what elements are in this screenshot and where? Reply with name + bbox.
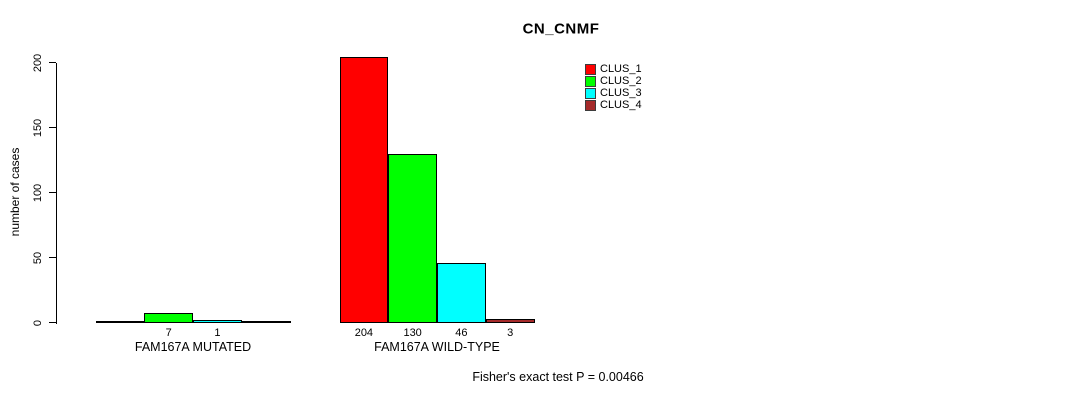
bar-CLUS_3-group2	[437, 262, 486, 323]
legend-row-CLUS_2: CLUS_2	[585, 75, 642, 87]
bar-CLUS_4-group2	[485, 318, 535, 323]
category-label: FAM167A MUTATED	[134, 340, 252, 354]
legend-label: CLUS_4	[600, 99, 642, 111]
bar-CLUS_2-group1	[144, 313, 193, 323]
legend-label: CLUS_3	[600, 87, 642, 99]
chart-title: CN_CNMF	[522, 20, 600, 38]
bar-value-label: 204	[354, 327, 374, 339]
bar-value-label: 130	[403, 327, 422, 339]
legend-row-CLUS_3: CLUS_3	[585, 87, 642, 99]
bar-CLUS_4-group1	[241, 320, 291, 323]
legend-label: CLUS_1	[600, 63, 642, 75]
y-axis-line	[55, 62, 57, 324]
y-axis-title: number of cases	[8, 147, 22, 237]
legend: CLUS_1 CLUS_2 CLUS_3 CLUS_4	[585, 63, 642, 111]
bar-CLUS_1-group2	[339, 57, 389, 323]
category-label: FAM167A WILD-TYPE	[374, 340, 500, 354]
y-tick-mark	[49, 256, 56, 259]
bar-CLUS_3-group1	[193, 319, 242, 323]
bar-CLUS_2-group2	[388, 153, 437, 323]
legend-label: CLUS_2	[600, 75, 642, 87]
y-tick-label: 0	[32, 319, 44, 326]
legend-swatch-icon	[585, 99, 596, 111]
y-tick-label: 150	[32, 118, 44, 137]
bar-value-label: 3	[507, 327, 514, 339]
legend-swatch-icon	[585, 63, 596, 75]
legend-swatch-icon	[585, 87, 596, 99]
legend-row-CLUS_4: CLUS_4	[585, 99, 642, 111]
fisher-test-annotation: Fisher's exact test P = 0.00466	[472, 370, 644, 384]
y-tick-mark	[49, 321, 56, 324]
bar-value-label: 46	[455, 327, 468, 339]
y-tick-mark	[49, 61, 56, 64]
bar-value-label: 7	[165, 327, 172, 339]
y-tick-label: 100	[32, 183, 44, 202]
y-tick-label: 50	[32, 251, 44, 264]
y-tick-label: 200	[32, 53, 44, 72]
bar-CLUS_1-group1	[95, 320, 145, 323]
legend-swatch-icon	[585, 75, 596, 87]
legend-row-CLUS_1: CLUS_1	[585, 63, 642, 75]
bar-value-label: 1	[214, 327, 221, 339]
y-tick-mark	[49, 191, 56, 194]
y-tick-mark	[49, 126, 56, 129]
